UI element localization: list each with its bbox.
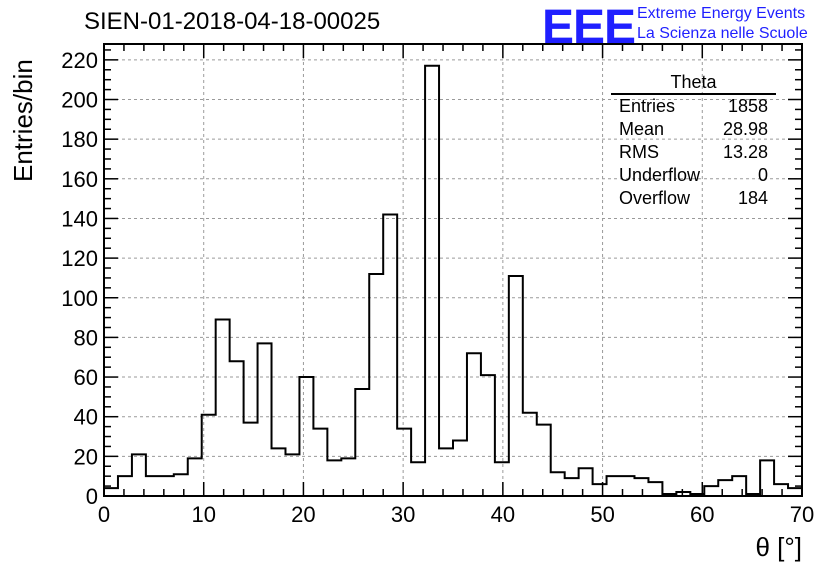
x-tick-label: 40 <box>491 502 515 527</box>
y-tick-label: 0 <box>86 484 98 509</box>
stats-row-mean: Mean 28.98 <box>611 118 776 141</box>
histogram-bin <box>565 478 579 496</box>
histogram-bin <box>327 460 341 496</box>
histogram-bin <box>174 474 188 496</box>
histogram-series-line <box>103 64 803 496</box>
histogram-bin <box>146 476 160 496</box>
x-axis-label: θ [°] <box>755 532 802 562</box>
x-tick-label: 10 <box>191 502 215 527</box>
plot-frame <box>103 43 803 497</box>
histogram-bin <box>160 476 174 496</box>
histogram-bin <box>355 389 369 496</box>
histogram-bin <box>481 375 495 496</box>
histogram-bin <box>104 488 118 496</box>
logo-line-1: Extreme Energy Events <box>637 5 806 22</box>
y-tick-label: 80 <box>74 325 98 350</box>
histogram-bin <box>244 423 258 496</box>
eee-logo: EEE <box>542 1 636 54</box>
stats-row-underflow: Underflow 0 <box>611 164 776 187</box>
histogram-bin <box>285 454 299 496</box>
histogram-bin <box>509 276 523 496</box>
logo-line-2: La Scienza nelle Scuole <box>637 25 808 42</box>
histogram-bin <box>607 476 621 496</box>
histogram-bin <box>299 377 313 496</box>
histogram-bin <box>118 476 132 496</box>
y-tick-label: 20 <box>74 444 98 469</box>
histogram-bin <box>704 486 718 496</box>
y-tick-label: 160 <box>61 167 98 192</box>
histogram-bin <box>397 429 411 496</box>
page-title: SIEN-01-2018-04-18-00025 <box>84 8 381 35</box>
x-tick-label: 70 <box>790 502 814 527</box>
histogram-bin <box>313 429 327 496</box>
histogram-bin <box>230 361 244 496</box>
y-tick-label: 200 <box>61 88 98 113</box>
y-tick-label: 60 <box>74 365 98 390</box>
histogram-bin <box>369 274 383 496</box>
histogram-bin <box>216 320 230 496</box>
histogram-bin <box>774 484 788 496</box>
stats-value: 0 <box>757 165 768 185</box>
y-tick-label: 220 <box>61 48 98 73</box>
x-tick-label: 50 <box>590 502 614 527</box>
x-tick-label: 20 <box>291 502 315 527</box>
x-tick-label: 30 <box>391 502 415 527</box>
histogram-bin <box>383 214 397 496</box>
stats-row-entries: Entries 1858 <box>611 95 776 118</box>
y-axis-label: Entries/bin <box>8 59 38 182</box>
x-tick-label: 0 <box>98 502 110 527</box>
y-tick-label: 180 <box>61 127 98 152</box>
histogram-bin <box>718 480 732 496</box>
stats-row-overflow: Overflow 184 <box>611 187 776 210</box>
histogram-bin <box>453 440 467 496</box>
stats-value: 1858 <box>727 96 768 116</box>
stats-value: 184 <box>737 188 768 208</box>
stats-value: 13.28 <box>722 142 768 162</box>
histogram-bin <box>467 353 481 496</box>
y-tick-label: 120 <box>61 246 98 271</box>
stats-label: Overflow <box>619 188 691 208</box>
stats-label: Entries <box>619 96 676 116</box>
stats-label: Underflow <box>619 165 701 185</box>
histogram-bin <box>272 448 286 496</box>
y-tick-label: 140 <box>61 206 98 231</box>
logo-caption: Extreme Energy Events La Scienza nelle S… <box>637 4 808 44</box>
histogram-bin <box>258 343 272 496</box>
x-tick-label: 60 <box>690 502 714 527</box>
stats-label: Mean <box>619 119 665 139</box>
histogram-bin <box>732 476 746 496</box>
histogram-bin <box>579 468 593 496</box>
histogram-bin <box>648 482 662 496</box>
y-tick-label: 40 <box>74 405 98 430</box>
histogram-bin <box>495 462 509 496</box>
histogram-bin <box>634 478 648 496</box>
stats-value: 28.98 <box>722 119 768 139</box>
histogram-bin <box>537 425 551 496</box>
stats-row-rms: RMS 13.28 <box>611 141 776 164</box>
histogram-bin <box>788 488 802 496</box>
histogram-bin <box>439 448 453 496</box>
histogram-bin <box>188 458 202 496</box>
stats-rows: Entries 1858 Mean 28.98 RMS 13.28 Underflow 0 Ov… <box>611 95 776 210</box>
histogram-bin <box>523 413 537 496</box>
stats-label: RMS <box>619 142 659 162</box>
histogram-bin <box>425 66 439 496</box>
histogram-bin <box>593 484 607 496</box>
stats-title: Theta <box>611 72 776 95</box>
y-tick-label: 100 <box>61 286 98 311</box>
stats-box: Theta Entries 1858 Mean 28.98 RMS 13.28 Underf… <box>611 72 776 210</box>
